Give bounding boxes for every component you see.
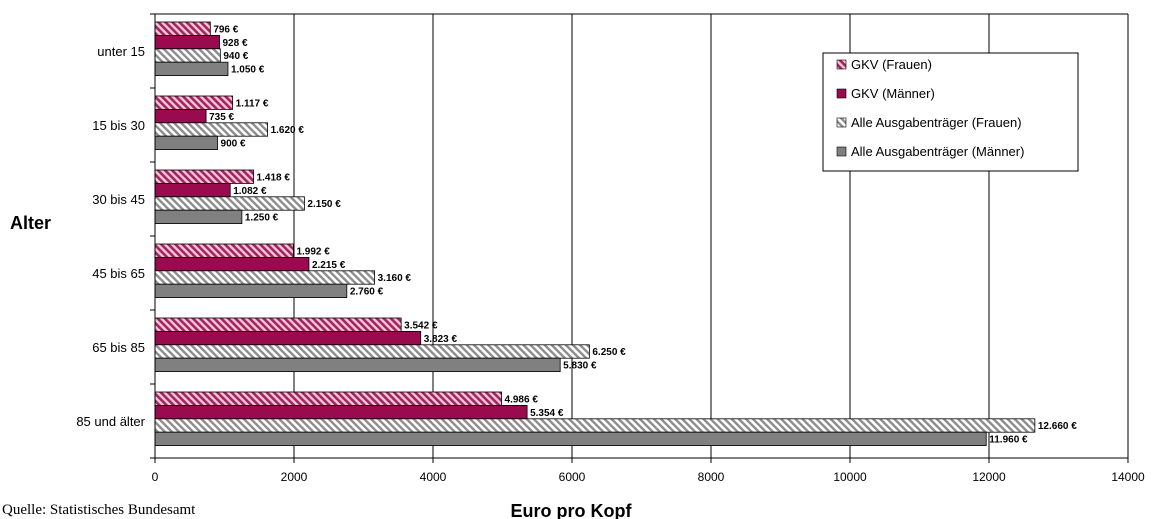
bar [154, 404, 528, 420]
axes: 0 2000 4000 6000 8000 10000 12000 14000 unter 15… [76, 13, 1145, 484]
x-tick-label: 12000 [972, 470, 1006, 484]
x-axis-title: Euro pro Kopf [511, 501, 633, 519]
x-tick-label: 4000 [420, 470, 447, 484]
legend-swatch [836, 59, 847, 70]
legend-swatch [836, 88, 847, 99]
data-label: 2.760 € [350, 287, 384, 298]
bar [154, 169, 254, 184]
category-label: unter 15 [97, 44, 145, 59]
data-label: 1.992 € [296, 246, 330, 257]
data-label: 1.050 € [231, 65, 265, 76]
bar [154, 135, 218, 150]
category-label: 45 bis 65 [92, 266, 145, 281]
bar [154, 196, 305, 211]
data-label: 1.250 € [245, 213, 279, 224]
bars: 796 € 928 € 940 € 1.050 € 1.117 €735 € 1.620 … [154, 21, 1077, 447]
legend-box [822, 52, 1079, 172]
x-tick-label: 10000 [833, 470, 867, 484]
data-label: 1.418 € [257, 172, 291, 183]
data-label: 5.354 € [530, 408, 564, 419]
category-label: 85 und älter [76, 414, 145, 429]
bar [154, 182, 231, 198]
data-label: 3.823 € [424, 334, 458, 345]
bar [154, 357, 561, 373]
bar [154, 48, 221, 63]
data-label: 940 € [223, 51, 248, 62]
data-label: 735 € [209, 112, 234, 123]
data-label: 2.215 € [312, 260, 346, 271]
data-label: 1.082 € [233, 186, 267, 197]
bar [154, 21, 211, 36]
bar [154, 209, 243, 224]
x-tick-label: 14000 [1111, 470, 1145, 484]
bar [154, 109, 207, 124]
data-label: 796 € [213, 24, 238, 35]
legend-swatch [836, 146, 847, 157]
bar [154, 283, 348, 299]
x-tick-label: 0 [152, 470, 159, 484]
x-tick-label: 8000 [698, 470, 725, 484]
bar [154, 431, 987, 447]
category-label: 15 bis 30 [92, 118, 145, 133]
x-tick-label: 6000 [559, 470, 586, 484]
data-label: 1.620 € [271, 125, 305, 136]
category-label: 65 bis 85 [92, 340, 145, 355]
data-label: 12.660 € [1038, 421, 1077, 432]
data-label: 2.150 € [307, 199, 341, 210]
legend-label: Alle Ausgabenträger (Männer) [851, 144, 1024, 159]
x-tick-label: 2000 [281, 470, 308, 484]
data-label: 11.960 € [989, 435, 1028, 446]
data-label: 3.160 € [378, 273, 412, 284]
legend-label: GKV (Frauen) [851, 57, 932, 72]
data-label: 5.830 € [563, 361, 597, 372]
bar [154, 61, 229, 77]
bar [154, 243, 294, 258]
bar [154, 256, 310, 272]
legend-label: GKV (Männer) [851, 86, 935, 101]
bar [154, 317, 402, 332]
bar [154, 391, 502, 406]
bar [154, 330, 422, 346]
bar [154, 35, 220, 50]
y-axis-title: Alter [10, 213, 51, 233]
data-label: 3.542 € [404, 320, 438, 331]
legend-label: Alle Ausgabenträger (Frauen) [851, 115, 1022, 130]
legend-swatch [836, 117, 847, 128]
data-label: 6.250 € [592, 347, 626, 358]
source-note: Quelle: Statistisches Bundesamt [2, 502, 196, 518]
category-label: 30 bis 45 [92, 192, 145, 207]
bar [154, 95, 234, 110]
bar [154, 344, 590, 359]
data-label: 928 € [222, 38, 247, 49]
data-label: 900 € [221, 139, 246, 150]
bar [154, 270, 376, 285]
bar [154, 418, 1036, 433]
bar [154, 122, 268, 137]
legend: GKV (Frauen) GKV (Männer) Alle Ausgabenträ… [822, 52, 1079, 172]
data-label: 4.986 € [505, 394, 539, 405]
data-label: 1.117 € [236, 98, 269, 109]
